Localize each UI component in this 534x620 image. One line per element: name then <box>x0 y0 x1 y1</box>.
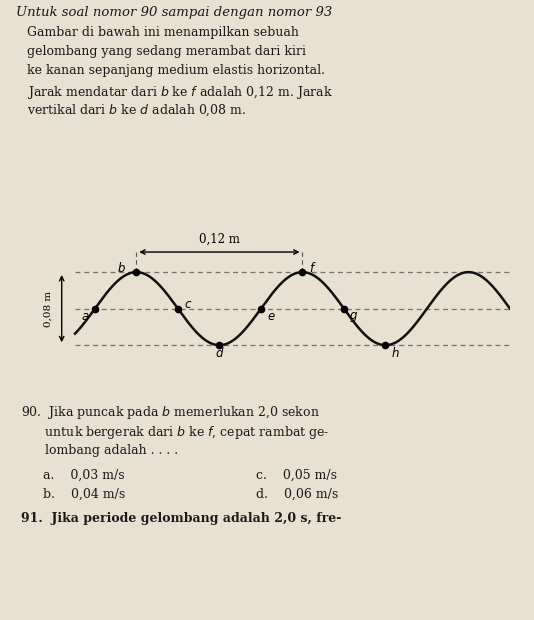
Text: $d$: $d$ <box>215 346 224 360</box>
Text: $e$: $e$ <box>266 310 275 323</box>
Text: gelombang yang sedang merambat dari kiri: gelombang yang sedang merambat dari kiri <box>27 45 305 58</box>
Text: $a$: $a$ <box>81 310 89 323</box>
Text: lombang adalah . . . .: lombang adalah . . . . <box>21 444 178 457</box>
Text: 91.  Jika periode gelombang adalah 2,0 s, fre-: 91. Jika periode gelombang adalah 2,0 s,… <box>21 512 342 525</box>
Text: ke kanan sepanjang medium elastis horizontal.: ke kanan sepanjang medium elastis horizo… <box>27 64 325 78</box>
Text: c.    0,05 m/s: c. 0,05 m/s <box>256 469 337 482</box>
Text: 0,08 m: 0,08 m <box>44 291 53 327</box>
Text: Gambar di bawah ini menampilkan sebuah: Gambar di bawah ini menampilkan sebuah <box>27 26 299 39</box>
Text: Untuk soal nomor 90 sampai dengan nomor 93: Untuk soal nomor 90 sampai dengan nomor … <box>16 6 332 19</box>
Text: d.    0,06 m/s: d. 0,06 m/s <box>256 487 339 500</box>
Text: $f$: $f$ <box>309 261 316 275</box>
Text: Jarak mendatar dari $b$ ke $f$ adalah 0,12 m. Jarak: Jarak mendatar dari $b$ ke $f$ adalah 0,… <box>27 84 333 100</box>
Text: $g$: $g$ <box>349 309 358 324</box>
Text: $h$: $h$ <box>391 346 400 360</box>
Text: untuk bergerak dari $b$ ke $f$, cepat rambat ge-: untuk bergerak dari $b$ ke $f$, cepat ra… <box>21 424 330 441</box>
Text: 0,12 m: 0,12 m <box>199 232 240 246</box>
Text: vertikal dari $b$ ke $d$ adalah 0,08 m.: vertikal dari $b$ ke $d$ adalah 0,08 m. <box>27 103 246 118</box>
Text: $c$: $c$ <box>184 298 192 311</box>
Text: a.    0,03 m/s: a. 0,03 m/s <box>43 469 124 482</box>
Text: b.    0,04 m/s: b. 0,04 m/s <box>43 487 125 500</box>
Text: 90.  Jika puncak pada $b$ memerlukan 2,0 sekon: 90. Jika puncak pada $b$ memerlukan 2,0 … <box>21 404 320 421</box>
Text: $b$: $b$ <box>117 261 126 275</box>
